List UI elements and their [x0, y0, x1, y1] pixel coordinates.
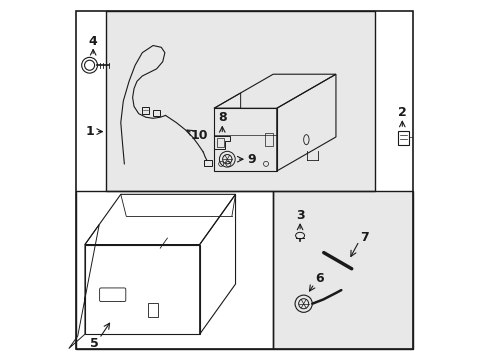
Text: 4: 4: [89, 35, 97, 49]
Text: 1: 1: [86, 125, 95, 138]
Text: 7: 7: [360, 231, 368, 244]
Text: 2: 2: [397, 106, 406, 119]
Text: 10: 10: [190, 129, 208, 142]
Bar: [152, 111, 160, 116]
Bar: [265, 134, 273, 146]
Bar: [147, 303, 158, 317]
Bar: [106, 12, 375, 191]
Bar: [76, 191, 273, 348]
Bar: [216, 138, 223, 147]
Text: 5: 5: [89, 337, 98, 350]
Bar: [273, 191, 412, 348]
Text: 8: 8: [218, 112, 226, 125]
Bar: [397, 131, 408, 145]
Text: 9: 9: [247, 153, 255, 166]
Bar: [273, 191, 412, 348]
Text: 6: 6: [315, 272, 324, 285]
Bar: [204, 160, 212, 166]
Text: 3: 3: [295, 209, 304, 222]
Bar: [106, 12, 375, 191]
Bar: [142, 107, 149, 114]
